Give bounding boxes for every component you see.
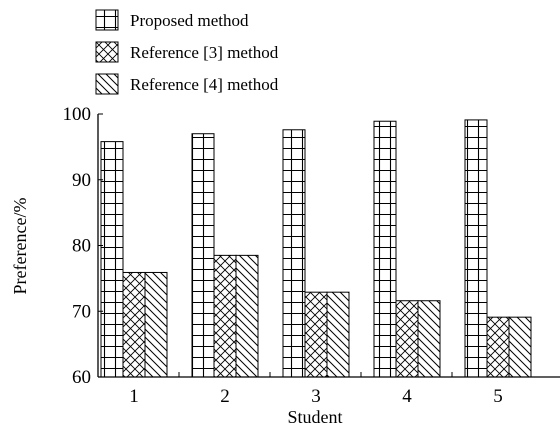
- y-tick-label: 70: [72, 301, 91, 322]
- x-axis-title: Student: [287, 407, 342, 427]
- x-tick-label: 4: [402, 386, 412, 407]
- bar-grid-4: [373, 120, 397, 378]
- y-tick-label: 60: [72, 367, 91, 388]
- x-tick-label: 5: [493, 386, 503, 407]
- bar-grid-5: [464, 119, 488, 378]
- bar-grid-1: [100, 141, 124, 378]
- bar-crosshatch-1: [122, 271, 146, 378]
- ticks: 60 70 80 90 100 1 2 3 4 5: [63, 104, 503, 407]
- y-axis-title: Preference/%: [10, 198, 30, 295]
- y-tick-label: 100: [63, 104, 92, 125]
- bar-backslash-4: [417, 300, 441, 378]
- bar-grid-3: [282, 129, 306, 378]
- bar-grid-2: [191, 133, 215, 378]
- bars: [100, 119, 532, 378]
- bar-crosshatch-5: [486, 316, 510, 378]
- bar-crosshatch-2: [213, 254, 237, 378]
- legend-label: Reference [3] method: [130, 43, 279, 62]
- bar-crosshatch-3: [304, 291, 328, 378]
- x-tick-label: 3: [311, 386, 321, 407]
- x-tick-label: 1: [129, 386, 139, 407]
- x-tick-label: 2: [220, 386, 230, 407]
- bar-backslash-3: [326, 291, 350, 378]
- bar-backslash-2: [235, 254, 259, 378]
- legend-swatch-backslash: [95, 73, 119, 95]
- bar-crosshatch-4: [395, 300, 419, 378]
- legend: Proposed method Reference [3] method Refer…: [95, 9, 279, 95]
- y-tick-label: 80: [72, 236, 91, 257]
- legend-label: Proposed method: [130, 11, 249, 30]
- y-tick-label: 90: [72, 170, 91, 191]
- bar-backslash-1: [144, 271, 168, 378]
- legend-swatch-grid: [95, 9, 119, 31]
- legend-swatch-crosshatch: [95, 41, 119, 63]
- legend-label: Reference [4] method: [130, 75, 279, 94]
- bar-backslash-5: [508, 316, 532, 378]
